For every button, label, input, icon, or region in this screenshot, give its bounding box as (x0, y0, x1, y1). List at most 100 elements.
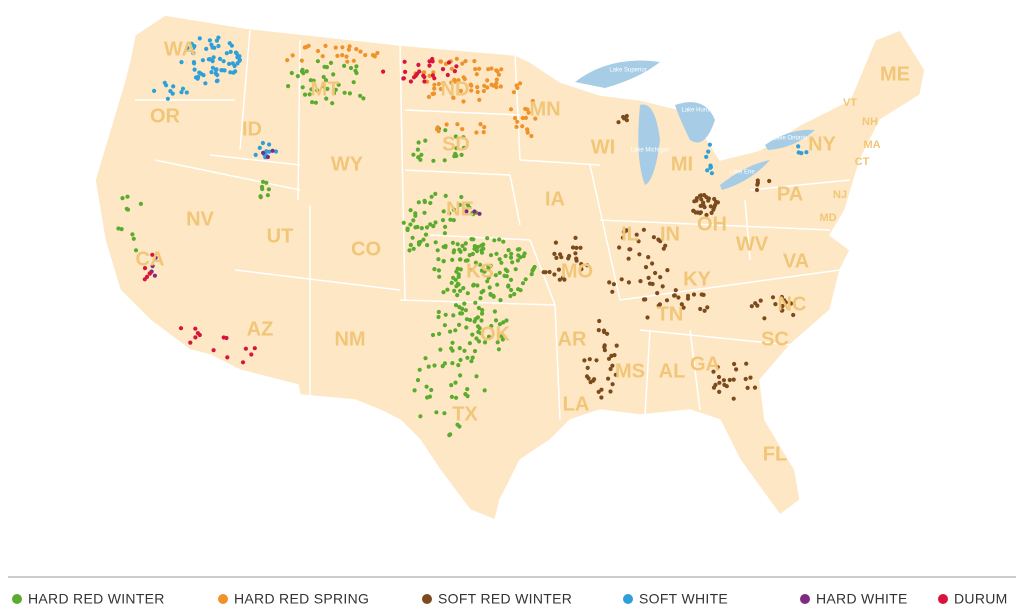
wheat-dot (428, 200, 433, 206)
wheat-dot (706, 198, 711, 203)
wheat-dot (468, 317, 473, 323)
wheat-dot (184, 90, 189, 95)
wheat-dot (499, 67, 504, 72)
wheat-dot (494, 251, 499, 256)
wheat-dot (478, 122, 483, 127)
wheat-dot (477, 97, 482, 102)
state-label: IN (660, 223, 680, 245)
wheat-dot (716, 374, 722, 380)
wheat-dot (375, 50, 380, 56)
wheat-dot (685, 293, 691, 298)
wheat-dot (574, 258, 579, 263)
wheat-dot (462, 348, 467, 353)
wheat-dot (520, 124, 525, 129)
wheat-dot (485, 78, 490, 83)
wheat-dot (408, 242, 413, 248)
wheat-dot (488, 292, 493, 297)
legend-swatch (938, 594, 948, 604)
wheat-dot (645, 315, 650, 320)
wheat-dot (458, 357, 463, 363)
wheat-dot (469, 359, 474, 364)
wheat-dot (579, 262, 584, 267)
wheat-dot (514, 124, 519, 129)
state-label: CT (855, 156, 870, 168)
wheat-dot (221, 59, 226, 64)
wheat-dot (449, 280, 454, 285)
wheat-dot (508, 277, 514, 282)
wheat-dot (436, 309, 441, 315)
wheat-dot (472, 349, 478, 354)
wheat-dot (462, 76, 467, 82)
wheat-dot (430, 56, 435, 62)
wheat-dot (411, 218, 416, 223)
wheat-dot (518, 81, 523, 86)
wheat-dot (302, 45, 307, 50)
wheat-dot (240, 360, 246, 365)
wheat-dot (502, 273, 507, 278)
wheat-dot (455, 293, 460, 298)
wheat-dot (225, 355, 230, 360)
wheat-dot (469, 83, 474, 88)
state-label: PA (777, 183, 803, 205)
wheat-dot (458, 288, 463, 293)
wheat-dot (237, 54, 242, 59)
wheat-dot (116, 226, 121, 231)
lake-label: Lake Michigan (631, 148, 670, 154)
wheat-dot (705, 168, 710, 173)
wheat-dot (500, 337, 505, 342)
wheat-dot (494, 77, 499, 82)
wheat-dot (610, 363, 615, 368)
wheat-dot (554, 255, 559, 260)
wheat-dot (646, 275, 651, 280)
wheat-dot (465, 387, 470, 392)
wheat-dot (459, 152, 464, 157)
state-label: TN (657, 303, 684, 325)
wheat-dot (570, 245, 576, 250)
wheat-dot (475, 244, 480, 250)
wheat-dot (432, 82, 437, 87)
wheat-dot (210, 65, 215, 70)
wheat-dot (408, 79, 413, 84)
wheat-dot (345, 59, 350, 64)
wheat-dot (468, 268, 473, 273)
wheat-dot (458, 267, 463, 272)
wheat-dot (653, 270, 658, 276)
wheat-dot (711, 369, 716, 374)
wheat-dot (477, 262, 483, 267)
wheat-dot (165, 96, 170, 101)
wheat-dot (221, 335, 226, 340)
wheat-dot (162, 80, 167, 85)
wheat-dot (731, 396, 736, 401)
wheat-dot (171, 84, 176, 89)
wheat-dot (699, 197, 704, 202)
wheat-dot (752, 385, 758, 390)
wheat-dot (436, 257, 441, 262)
state-label: TX (452, 403, 478, 425)
wheat-dot (347, 44, 352, 49)
wheat-dot (405, 226, 410, 231)
wheat-dot (333, 45, 338, 50)
wheat-dot (331, 72, 336, 77)
wheat-dot (472, 59, 477, 64)
wheat-dot (412, 388, 417, 393)
wheat-dot (403, 69, 408, 74)
state-label: VA (783, 250, 809, 272)
wheat-dot (320, 54, 325, 59)
wheat-dot (717, 389, 722, 394)
wheat-dot (478, 296, 483, 301)
wheat-dot (464, 325, 469, 330)
wheat-dot (512, 292, 517, 297)
wheat-dot (651, 235, 657, 240)
wheat-dot (587, 357, 592, 362)
wheat-dot (455, 242, 460, 247)
wheat-dot (454, 56, 459, 61)
wheat-dot (767, 178, 772, 184)
wheat-dot (217, 56, 223, 62)
wheat-dot (442, 158, 447, 163)
wheat-dot (448, 329, 453, 334)
wheat-dot (462, 247, 467, 252)
wheat-dot (606, 376, 611, 381)
state-label: AL (659, 360, 686, 382)
wheat-dot (185, 45, 190, 51)
wheat-dot (469, 88, 474, 93)
